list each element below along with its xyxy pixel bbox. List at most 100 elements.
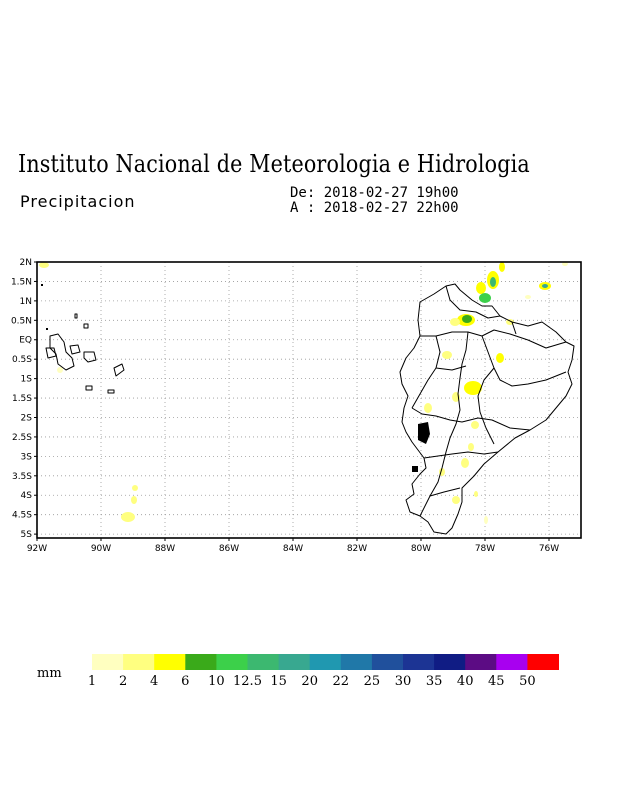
lat-tick-label: 1N [20, 297, 32, 307]
lon-tick-label: 92W [27, 544, 47, 554]
legend-unit: mm [37, 666, 62, 681]
colorbar-swatch [465, 654, 497, 670]
colorbar-label: 45 [488, 674, 505, 689]
galapagos-islet [46, 328, 48, 330]
precip-patch [132, 485, 138, 491]
lon-tick-label: 84W [283, 544, 303, 554]
province-boundary [511, 321, 517, 335]
lat-tick-label: 0.5N [11, 316, 32, 326]
lat-tick-label: 3S [21, 452, 33, 462]
colorbar-swatch [216, 654, 248, 670]
province-boundary [429, 487, 461, 497]
province-boundary [481, 335, 567, 387]
province-boundary [411, 335, 441, 409]
lat-tick-label: 2N [20, 258, 32, 268]
precip-patch [496, 353, 504, 363]
precip-patch [452, 496, 460, 504]
coastline-boundaries [45, 283, 575, 535]
colorbar-label: 25 [364, 674, 381, 689]
precip-patch [476, 282, 486, 294]
colorbar-label: 1 [88, 674, 96, 689]
colorbar-swatch [309, 654, 342, 670]
galapagos-floreana [85, 385, 93, 391]
province-boundary [411, 407, 531, 431]
colorbar-label: 12.5 [233, 674, 262, 689]
precip-patch [471, 421, 479, 429]
galapagos-fernandina [45, 347, 57, 359]
colorbar-label: 35 [426, 674, 443, 689]
colorbar-swatch [371, 654, 404, 670]
jambeli-island [412, 466, 418, 472]
precip-patch [424, 403, 432, 413]
colorbar-swatch [247, 654, 280, 670]
precip-patch [121, 512, 135, 522]
longitude-labels: 92W 90W 88W 86W 84W 82W 80W 78W 76W [27, 538, 559, 554]
lon-tick-label: 76W [539, 544, 559, 554]
galapagos-islet [41, 284, 43, 286]
colorbar-label: 2 [119, 674, 127, 689]
precip-patch [450, 318, 460, 326]
precip-patch [461, 458, 469, 468]
precip-patch [484, 516, 488, 524]
map-frame [36, 261, 582, 539]
colorbar-label: 20 [301, 674, 318, 689]
precip-patch [562, 262, 568, 266]
lat-tick-label: 2.5S [12, 433, 32, 443]
precip-patch [39, 262, 49, 268]
galapagos-san-cristobal [113, 363, 125, 377]
precip-patch [490, 277, 496, 287]
galapagos-marchena [83, 323, 89, 329]
province-boundary [477, 367, 495, 445]
colorbar-swatch [123, 654, 155, 670]
colorbar-swatch [403, 654, 435, 670]
lat-tick-label: 3.5S [12, 472, 32, 482]
gulf-features [41, 284, 430, 472]
precip-patch [131, 496, 137, 504]
lat-tick-label: EQ [19, 336, 32, 346]
latitude-labels: 2N 1.5N 1N 0.5N EQ 0.5S 1S 1.5S 2S 2.5S 3S 3.5S 4S 4.… [11, 258, 37, 540]
date-to: A : 2018-02-27 22h00 [290, 200, 459, 216]
galapagos-santa-cruz [83, 351, 97, 363]
lat-tick-label: 1.5S [12, 394, 32, 404]
lat-tick-label: 5S [21, 530, 33, 540]
colorbar-swatch [340, 654, 373, 670]
colorbar-label: 30 [395, 674, 412, 689]
colorbar-label: 4 [150, 674, 158, 689]
precip-patch [499, 262, 505, 272]
colorbar-swatch [185, 654, 217, 670]
galapagos-espanola [107, 389, 115, 394]
colorbar-swatch [154, 654, 186, 670]
lon-tick-label: 80W [411, 544, 431, 554]
precip-patch [542, 284, 548, 288]
province-boundary [419, 331, 469, 517]
colorbar-swatch [278, 654, 311, 670]
precip-patch [464, 381, 482, 395]
lon-tick-label: 88W [155, 544, 175, 554]
precip-patch [468, 443, 474, 451]
lat-tick-label: 1.5N [11, 277, 32, 287]
lat-tick-label: 0.5S [12, 355, 32, 365]
date-from: De: 2018-02-27 19h00 [290, 185, 459, 201]
galapagos-isabela [49, 333, 75, 371]
colorbar-label: 22 [333, 674, 350, 689]
page-title: Instituto Nacional de Meteorologia e Hid… [18, 150, 530, 178]
lat-tick-label: 4S [21, 491, 33, 501]
variable-subtitle: Precipitacion [20, 192, 136, 211]
puna-island [418, 422, 430, 444]
lat-tick-label: 2S [21, 413, 33, 423]
colorbar-swatch [434, 654, 466, 670]
lon-tick-label: 90W [91, 544, 111, 554]
galapagos-santiago [69, 344, 81, 355]
colorbar-label: 50 [519, 674, 536, 689]
colorbar-label: 15 [270, 674, 287, 689]
lat-tick-label: 4.5S [12, 511, 32, 521]
province-boundary [423, 451, 499, 459]
colorbar-swatch [527, 654, 559, 670]
province-boundary [435, 365, 467, 371]
province-boundary [420, 329, 567, 349]
galapagos-pinta [74, 313, 78, 319]
precip-patch [525, 295, 531, 299]
lon-tick-label: 78W [475, 544, 495, 554]
colorbar-swatch [92, 654, 124, 670]
